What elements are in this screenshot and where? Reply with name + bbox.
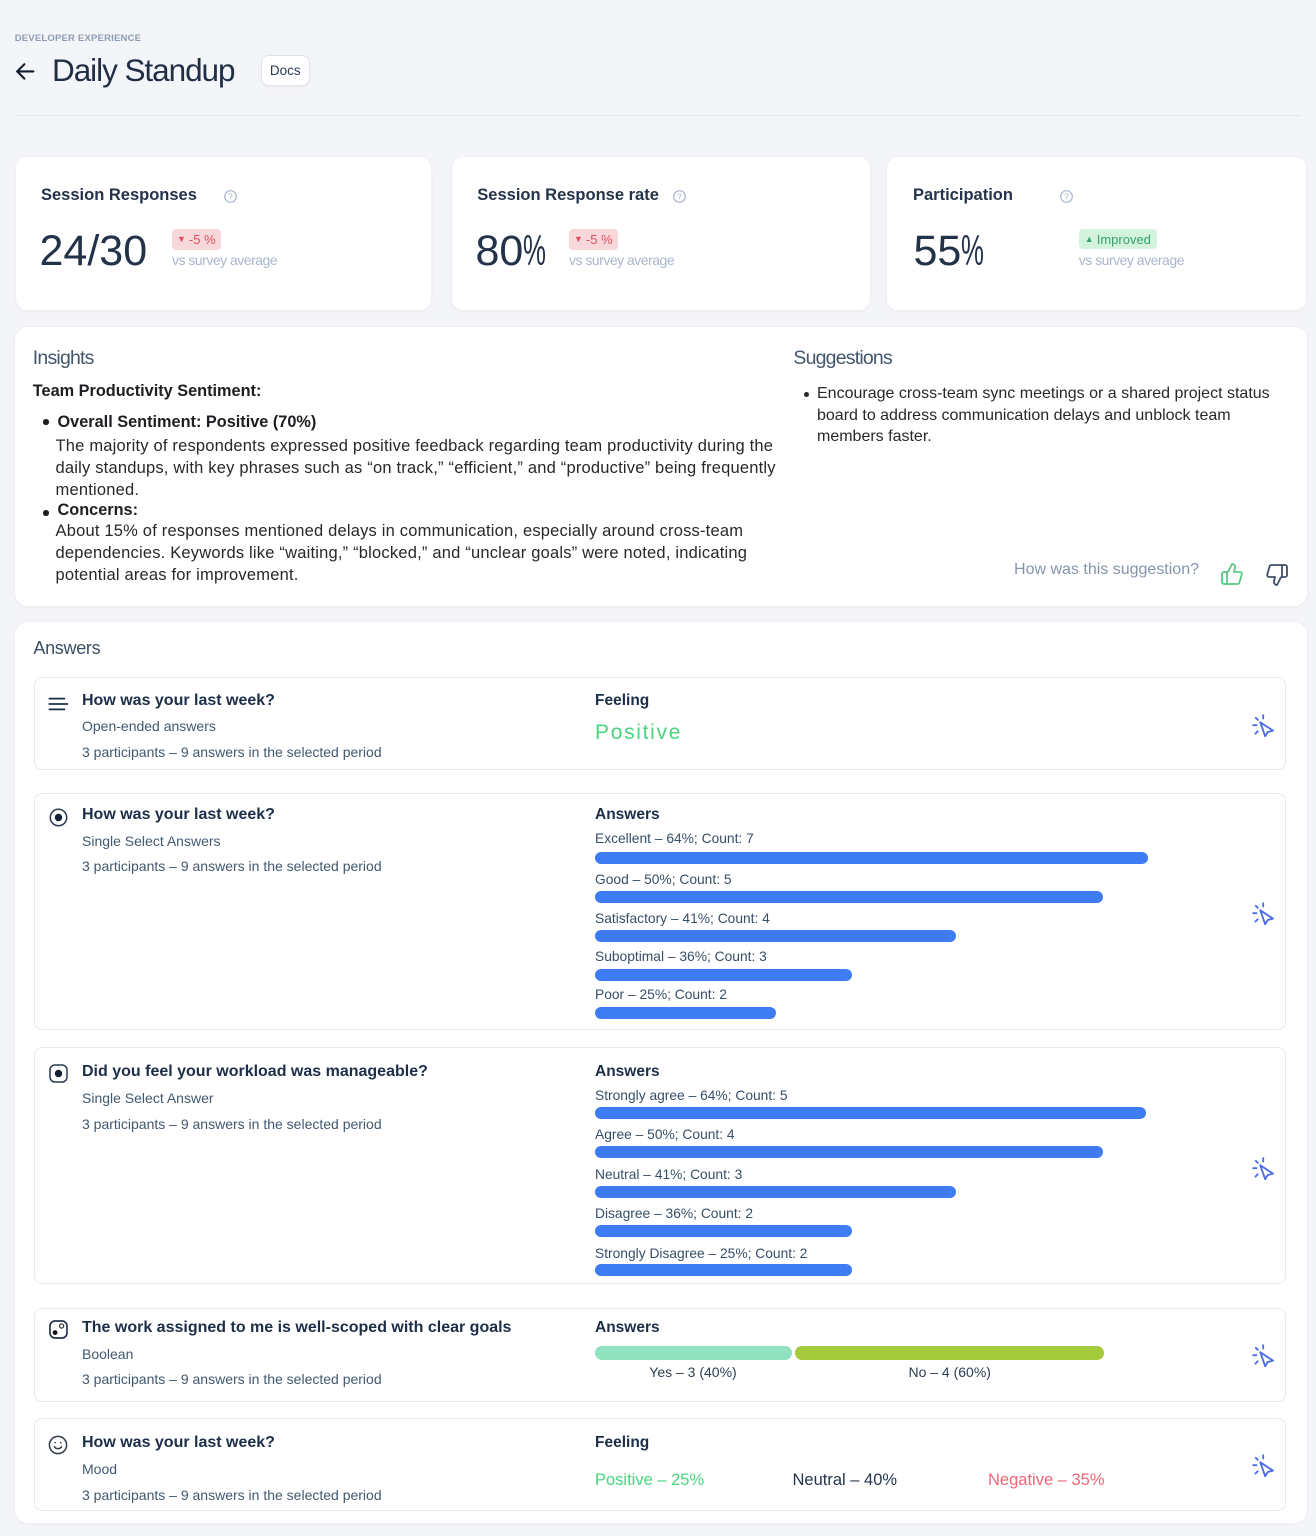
svg-text:?: ? <box>677 191 682 201</box>
svg-text:?: ? <box>228 191 233 201</box>
svg-text:?: ? <box>1064 191 1069 201</box>
